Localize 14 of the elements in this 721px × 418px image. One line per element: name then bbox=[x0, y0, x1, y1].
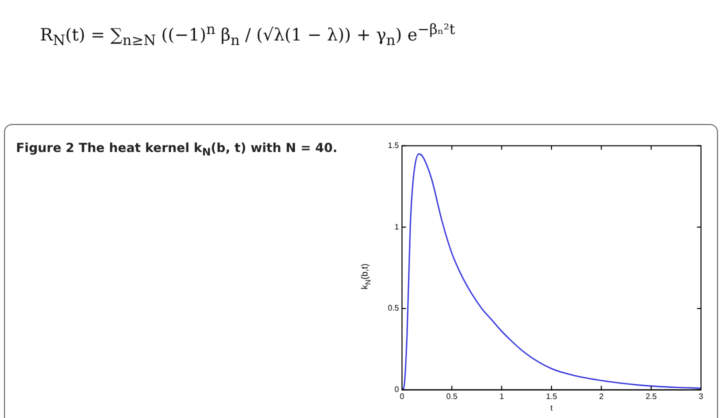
text: Figure 2 The heat kernel k$_{N}$(b, t) with N = 40. bbox=[16, 140, 338, 158]
line-series bbox=[402, 153, 701, 390]
x-tick-label: 3 bbox=[698, 392, 704, 401]
y-tick-label: 1.5 bbox=[388, 141, 400, 150]
x-tick-label: 1 bbox=[499, 392, 504, 401]
y-tick-label: 1 bbox=[394, 222, 400, 232]
x-tick-label: 2.5 bbox=[646, 392, 658, 401]
x-tick-label: 2 bbox=[599, 392, 604, 401]
x-axis-title: t bbox=[550, 403, 554, 412]
y-tick-label: 0 bbox=[394, 385, 400, 394]
x-tick-label: 1.5 bbox=[546, 392, 558, 401]
text: R$_{N}$(t) = ∑$_{n≥N}$ ((−1)$^{n}$ β$_{n}$ / (√λ(1 − λ)) + γ$_{n}$) e$^{−βₙ²t}$ bbox=[40, 22, 456, 50]
x-tick-label: 0.5 bbox=[446, 392, 458, 401]
y-tick-label: 0.5 bbox=[388, 304, 400, 313]
